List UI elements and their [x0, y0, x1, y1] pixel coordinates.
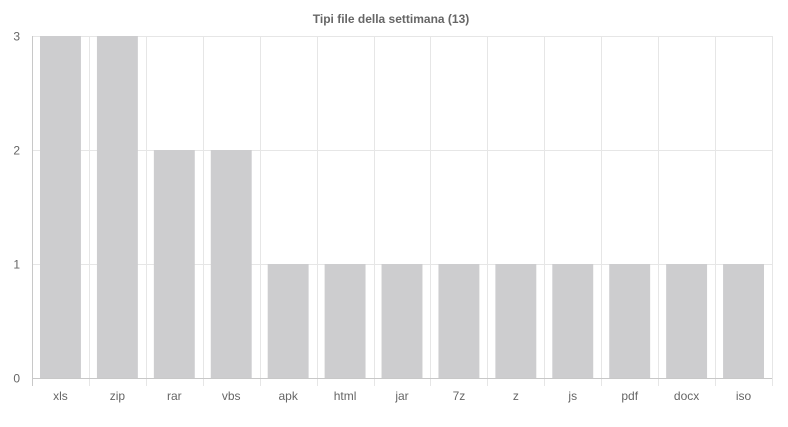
y-tick-label: 3: [13, 30, 20, 44]
x-tick-label-apk: apk: [278, 389, 298, 403]
x-tick-label-rar: rar: [167, 389, 182, 403]
chart-title: Tipi file della settimana (13): [313, 12, 470, 26]
grid-lines: [32, 36, 773, 386]
bar-rar: [153, 150, 195, 378]
x-tick-labels: xls zip rar vbs apk html jar 7z z js pdf docx iso: [53, 389, 751, 403]
x-tick-label-js: js: [567, 389, 577, 403]
axes: [32, 36, 772, 386]
bar-jar: [381, 264, 423, 378]
bar-iso: [723, 264, 764, 378]
x-tick-label-vbs: vbs: [222, 389, 241, 403]
bar-html: [324, 264, 366, 378]
x-tick-label-jar: jar: [394, 389, 408, 403]
x-tick-label-docx: docx: [674, 389, 699, 403]
bar-7z: [438, 264, 480, 378]
x-tick-label-html: html: [334, 389, 357, 403]
x-tick-label-z: z: [513, 389, 519, 403]
y-tick-label: 1: [13, 258, 20, 272]
x-tick-label-iso: iso: [736, 389, 752, 403]
y-tick-label: 2: [13, 144, 20, 158]
bars: [40, 36, 764, 378]
bar-zip: [96, 36, 138, 378]
bar-pdf: [609, 264, 651, 378]
bar-z: [495, 264, 537, 378]
y-tick-labels: 0 1 2 3: [13, 30, 20, 386]
x-tick-label-xls: xls: [53, 389, 68, 403]
y-tick-label: 0: [13, 372, 20, 386]
bar-vbs: [210, 150, 252, 378]
bar-xls: [40, 36, 81, 378]
x-tick-label-7z: 7z: [453, 389, 466, 403]
bar-js: [552, 264, 594, 378]
x-tick-label-zip: zip: [110, 389, 126, 403]
bar-apk: [267, 264, 309, 378]
x-tick-label-pdf: pdf: [621, 389, 638, 403]
bar-docx: [666, 264, 708, 378]
